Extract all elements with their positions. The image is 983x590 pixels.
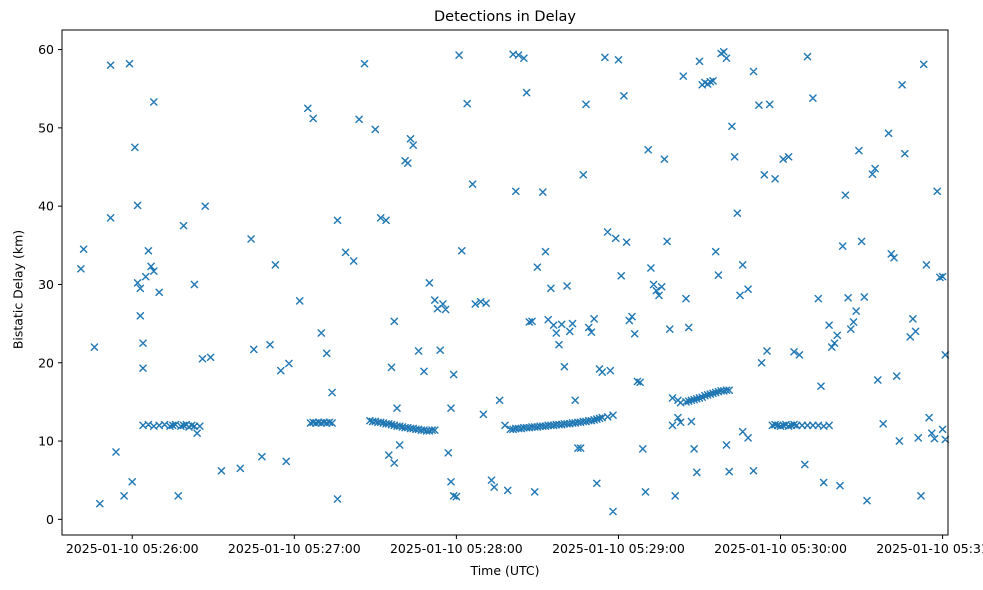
x-tick-label: 2025-01-10 05:27:00 <box>228 541 361 556</box>
x-tick-label: 2025-01-10 05:26:00 <box>66 541 199 556</box>
y-tick-label: 10 <box>38 434 54 449</box>
x-tick-label: 2025-01-10 05:30:00 <box>714 541 847 556</box>
y-tick-label: 40 <box>38 199 54 214</box>
x-tick-label: 2025-01-10 05:29:00 <box>552 541 685 556</box>
x-tick-label: 2025-01-10 05:31:00 <box>876 541 983 556</box>
y-tick-label: 50 <box>38 120 54 135</box>
axes-frame <box>61 29 949 536</box>
y-tick-label: 60 <box>38 42 54 57</box>
scatter-points <box>77 48 950 516</box>
y-axis-label: Bistatic Delay (km) <box>10 229 26 350</box>
x-tick-label: 2025-01-10 05:28:00 <box>390 541 523 556</box>
y-tick-label: 30 <box>38 277 54 292</box>
y-tick-label: 20 <box>38 355 54 370</box>
x-axis-label: Time (UTC) <box>470 563 540 578</box>
y-tick-label: 0 <box>46 512 54 527</box>
chart-title: Detections in Delay <box>433 9 576 25</box>
